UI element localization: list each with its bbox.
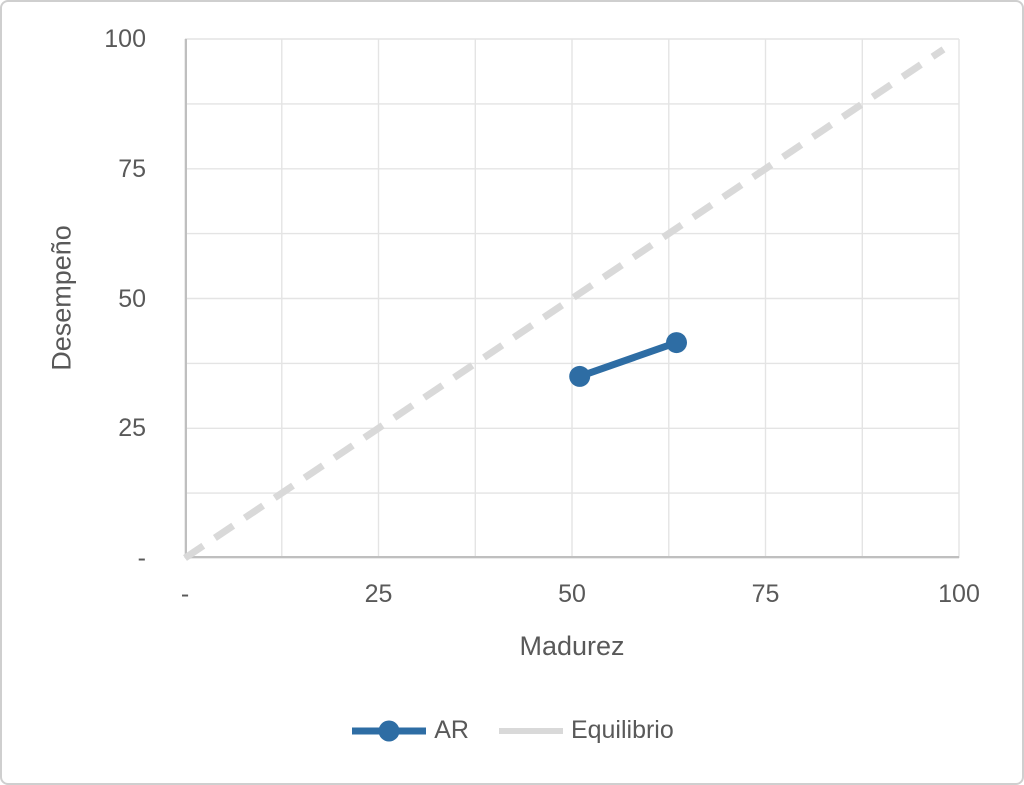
y-tick-label: 50 bbox=[118, 284, 146, 313]
x-tick-label: 25 bbox=[364, 580, 393, 608]
x-tick-label: 50 bbox=[558, 580, 586, 608]
legend-label-equilibrio: Equilibrio bbox=[570, 716, 674, 744]
plot-area bbox=[183, 38, 960, 561]
y-tick-label: 25 bbox=[118, 414, 146, 443]
legend: AR Equilibrio bbox=[2, 716, 1022, 745]
legend-item-ar: AR bbox=[350, 716, 469, 745]
x-tick-label: 100 bbox=[938, 580, 980, 608]
equilibrio-line-icon bbox=[498, 727, 563, 734]
ar-line-marker-icon bbox=[352, 720, 427, 741]
legend-label-ar: AR bbox=[434, 716, 469, 744]
x-tick-label: 75 bbox=[751, 580, 780, 608]
y-axis-title: Desempeño bbox=[46, 225, 77, 371]
y-tick-label: - bbox=[137, 544, 146, 572]
legend-item-equilibrio: Equilibrio bbox=[497, 716, 674, 745]
y-tick-label: 100 bbox=[104, 25, 146, 53]
x-tick-label: - bbox=[180, 580, 190, 608]
x-axis-title: Madurez bbox=[519, 631, 625, 661]
y-tick-label: 75 bbox=[118, 154, 146, 183]
